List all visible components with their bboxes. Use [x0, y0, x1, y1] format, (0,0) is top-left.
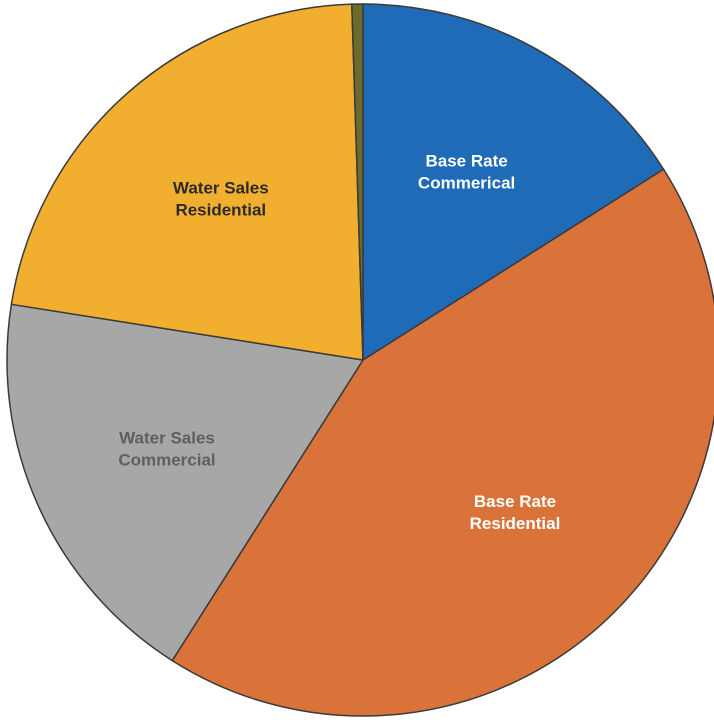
pie-slice-base-rate-commerical-label: Base Rate Commerical: [418, 152, 515, 193]
pie-slice-4: [351, 3, 364, 361]
pie-slice-base-rate-commerical-label-line: Base Rate: [425, 152, 507, 171]
pie-slice-base-rate-residential-label-line: Base Rate: [474, 492, 556, 511]
pie-slice-base-rate-residential-label-line: Residential: [470, 514, 561, 533]
pie-slice-water-sales-commercial: [6, 303, 365, 662]
pie-slice-water-sales-residential-label-line: Water Sales: [173, 179, 269, 198]
pie-slice-base-rate-commerical: [362, 3, 665, 362]
pie-slice-base-rate-residential-label: Base Rate Residential: [470, 492, 561, 533]
pie-slice-water-sales-residential: [10, 3, 364, 361]
pie-slice-base-rate-commerical-label-line: Commerical: [418, 174, 515, 193]
pie-slice-water-sales-commercial-label-line: Commercial: [118, 451, 215, 470]
pie-slice-water-sales-commercial-label: Water Sales Commercial: [118, 429, 215, 470]
pie-slice-water-sales-residential-label-line: Residential: [175, 201, 266, 220]
pie-slice-water-sales-commercial-label-line: Water Sales: [119, 429, 215, 448]
pie-slice-water-sales-residential-label: Water Sales Residential: [173, 179, 269, 220]
slices-layer: [6, 3, 714, 717]
